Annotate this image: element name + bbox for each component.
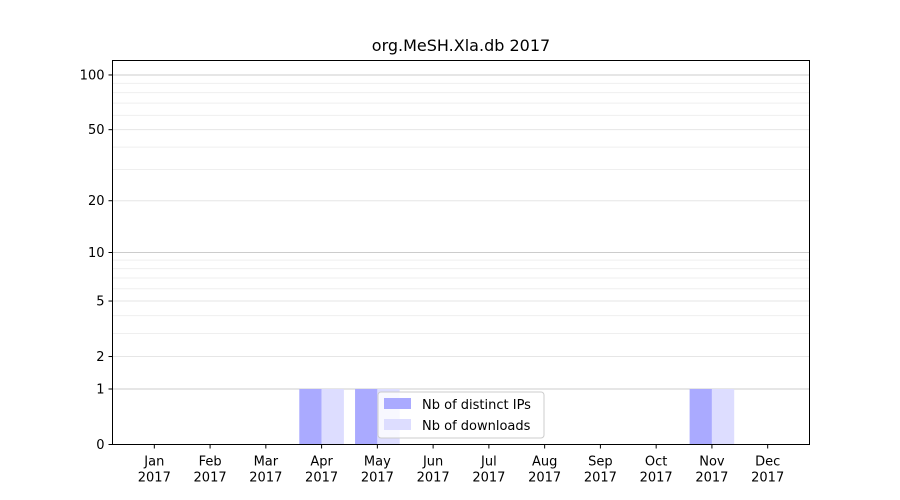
x-tick-label-year: 2017 — [305, 471, 338, 486]
bar-0-may — [355, 388, 378, 445]
y-tick-label: 2 — [96, 350, 104, 365]
axes: 0125102050100Jan2017Feb2017Mar2017Apr201… — [80, 68, 785, 485]
x-tick-label-year: 2017 — [138, 471, 171, 486]
x-tick-label-month: Apr — [310, 455, 333, 470]
chart-title: org.MeSH.Xla.db 2017 — [372, 36, 550, 55]
bar-1-apr — [321, 388, 344, 445]
x-tick-label-year: 2017 — [249, 471, 282, 486]
x-tick-label-year: 2017 — [194, 471, 227, 486]
x-tick-label-year: 2017 — [640, 471, 673, 486]
grid-lines — [112, 74, 810, 390]
x-tick-label-year: 2017 — [417, 471, 450, 486]
y-tick-label: 10 — [88, 246, 105, 261]
y-tick-label: 100 — [80, 68, 105, 83]
legend-swatch-distinct-ips — [384, 398, 411, 409]
bar-0-apr — [299, 388, 322, 445]
x-tick-label-month: May — [364, 455, 391, 470]
x-tick-label-month: Jun — [422, 455, 443, 470]
legend-swatch-downloads — [384, 419, 411, 430]
x-tick-label-month: Dec — [755, 455, 780, 470]
x-tick-label-month: Aug — [532, 455, 557, 470]
bar-0-nov — [689, 388, 712, 445]
x-tick-label-year: 2017 — [528, 471, 561, 486]
x-tick-label-month: Feb — [199, 455, 222, 470]
bar-1-nov — [711, 388, 735, 445]
y-tick-label: 5 — [96, 295, 104, 310]
y-tick-label: 1 — [96, 382, 104, 397]
y-tick-label: 50 — [88, 123, 105, 138]
legend-box — [377, 391, 545, 439]
x-tick-label-month: Jul — [480, 455, 497, 470]
legend-label-downloads: Nb of downloads — [422, 419, 531, 434]
x-tick-label-year: 2017 — [751, 471, 784, 486]
x-tick-label-month: Oct — [645, 455, 667, 470]
y-tick-label: 20 — [88, 194, 105, 209]
y-tick-label: 0 — [96, 438, 104, 453]
legend: Nb of distinct IPs Nb of downloads — [377, 391, 545, 439]
x-tick-label-year: 2017 — [584, 471, 617, 486]
x-tick-label-year: 2017 — [695, 471, 728, 486]
x-tick-label-month: Sep — [588, 455, 613, 470]
x-tick-label-year: 2017 — [472, 471, 505, 486]
x-tick-label-year: 2017 — [361, 471, 394, 486]
plot-frame — [112, 60, 810, 445]
x-tick-label-month: Nov — [699, 455, 725, 470]
legend-label-distinct-ips: Nb of distinct IPs — [422, 398, 531, 413]
x-tick-label-month: Mar — [254, 455, 279, 470]
x-tick-label-month: Jan — [143, 455, 164, 470]
